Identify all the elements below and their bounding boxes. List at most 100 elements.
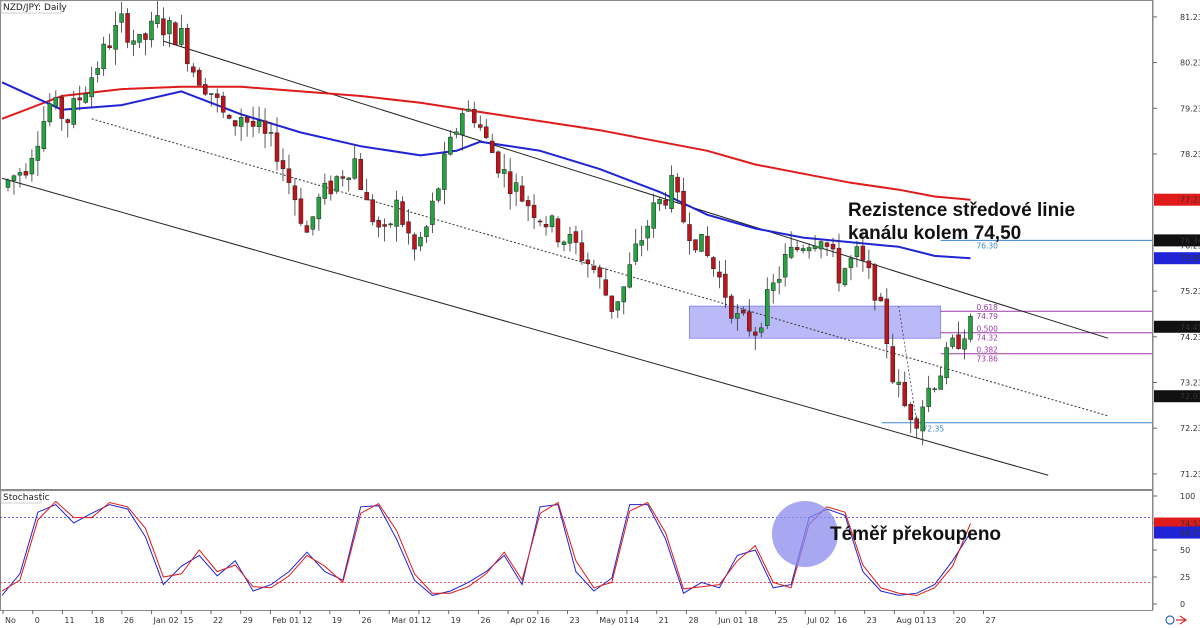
candle-body xyxy=(53,97,59,107)
price-badge xyxy=(1154,320,1200,333)
candle-body xyxy=(639,240,644,246)
candle-body xyxy=(806,247,812,252)
candle xyxy=(35,131,41,177)
x-tick-label: 15 xyxy=(183,616,193,625)
candle-body xyxy=(800,248,806,252)
candle-body xyxy=(878,296,884,302)
candle-body xyxy=(926,387,931,407)
ema-slow-line xyxy=(1,85,971,201)
candle xyxy=(370,194,375,226)
candle-body xyxy=(956,334,961,349)
candle xyxy=(95,61,100,83)
candle-body xyxy=(705,235,710,257)
price-tick-label: 81.23 xyxy=(1180,13,1200,22)
candle-body xyxy=(125,13,130,43)
price-badge xyxy=(1154,390,1200,403)
candle xyxy=(770,273,776,304)
x-tick-label: Feb 01 xyxy=(272,616,299,625)
candle-body xyxy=(764,289,770,326)
candle-body xyxy=(304,225,310,233)
swing-high-label: 76.30 xyxy=(976,241,998,250)
candle-body xyxy=(944,347,949,379)
candle xyxy=(531,194,537,229)
candles xyxy=(5,1,973,446)
candle-body xyxy=(890,346,896,383)
candle-body xyxy=(968,315,973,340)
candle-body xyxy=(531,204,537,218)
candle xyxy=(262,108,268,149)
candle xyxy=(699,234,704,252)
candle-body xyxy=(472,109,477,124)
candle-body xyxy=(161,18,166,36)
candle xyxy=(878,292,884,302)
x-tick-label: 23 xyxy=(867,616,877,625)
x-tick-label: 13 xyxy=(926,616,936,625)
candle xyxy=(424,224,429,244)
candle-body xyxy=(561,241,567,245)
symbol-label-box xyxy=(0,0,62,14)
candle-body xyxy=(191,66,196,73)
candle xyxy=(633,228,638,266)
candle-body xyxy=(794,247,800,251)
candle-body xyxy=(627,264,632,288)
candle-body xyxy=(788,246,794,258)
candle-body xyxy=(412,234,417,250)
candle-body xyxy=(232,120,238,127)
candle-body xyxy=(818,241,824,250)
x-tick-label: 26 xyxy=(362,616,372,625)
candle-body xyxy=(113,25,118,50)
price-tick-label: 73.23 xyxy=(1180,379,1200,388)
candle-body xyxy=(41,121,47,149)
candle-body xyxy=(537,220,543,223)
stoch-badge-label: 66.15 xyxy=(1180,529,1200,538)
candle xyxy=(454,127,459,139)
candle xyxy=(59,94,65,131)
candle-body xyxy=(501,169,507,174)
candle-body xyxy=(681,190,686,223)
candle xyxy=(884,288,890,359)
candle-body xyxy=(334,176,340,192)
candle xyxy=(310,216,316,236)
candle-body xyxy=(185,28,190,65)
candle xyxy=(788,231,794,260)
candle-body xyxy=(896,381,902,385)
candle xyxy=(238,108,244,141)
candle-body xyxy=(645,225,650,239)
candle-body xyxy=(442,153,447,190)
candle-body xyxy=(17,172,23,176)
candle xyxy=(406,209,411,245)
candle xyxy=(232,120,238,136)
candle-body xyxy=(155,15,160,24)
candle xyxy=(836,233,842,292)
candle xyxy=(896,369,902,398)
candle-body xyxy=(759,327,764,333)
candle xyxy=(376,216,381,238)
candle-body xyxy=(872,264,878,301)
candle-body xyxy=(47,103,53,123)
candle-body xyxy=(884,298,890,344)
stoch-tick-label: 50 xyxy=(1180,546,1190,555)
ema-fast-line xyxy=(1,81,971,260)
candle-body xyxy=(914,418,919,429)
candle-body xyxy=(466,108,471,112)
candle xyxy=(155,1,160,28)
candle xyxy=(460,107,465,151)
candle-body xyxy=(573,231,579,243)
stoch-tick-label: 100 xyxy=(1180,492,1195,501)
candle xyxy=(197,67,202,86)
candle xyxy=(741,306,746,316)
candle-body xyxy=(71,98,76,125)
candle xyxy=(352,144,357,180)
candle-body xyxy=(621,286,627,303)
candle-body xyxy=(651,202,656,229)
candle-body xyxy=(298,198,304,224)
candle-body xyxy=(292,185,298,201)
candle xyxy=(663,191,668,210)
candle xyxy=(394,190,399,242)
candle xyxy=(764,277,770,329)
candle-body xyxy=(920,406,925,432)
candle xyxy=(29,149,35,182)
candle xyxy=(549,214,555,233)
x-tick-label: 27 xyxy=(985,616,995,625)
